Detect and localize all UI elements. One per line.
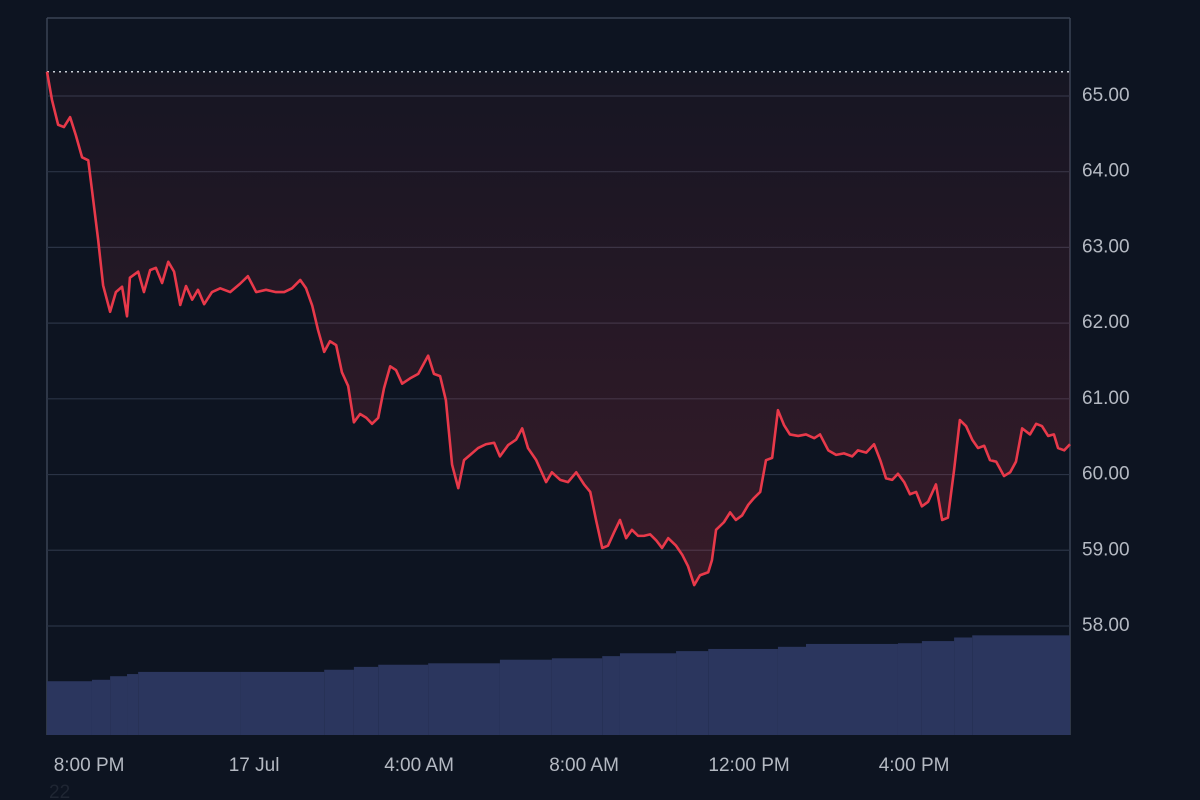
volume-bar: [499, 659, 552, 735]
x-tick-label: 17 Jul: [229, 755, 280, 776]
volume-bar: [240, 671, 325, 735]
x-tick-label: 8:00 PM: [54, 755, 125, 776]
y-tick-label: 59.00: [1082, 539, 1130, 560]
volume-bar: [806, 643, 898, 735]
volume-bar: [138, 671, 241, 735]
y-tick-label: 64.00: [1082, 161, 1130, 182]
y-tick-label: 65.00: [1082, 85, 1130, 106]
volume-bar: [353, 666, 379, 735]
x-tick-label: 4:00 PM: [879, 755, 950, 776]
volume-bar: [708, 648, 778, 735]
y-tick-label: 62.00: [1082, 312, 1130, 333]
volume-bar: [921, 641, 955, 735]
y-tick-label: 60.00: [1082, 464, 1130, 485]
volume-bar: [378, 664, 429, 735]
volume-bar: [972, 635, 1070, 735]
volume-bar: [777, 646, 806, 735]
volume-bar: [127, 674, 139, 735]
y-tick-label: 63.00: [1082, 236, 1130, 257]
x-tick-label: 12:00 PM: [708, 755, 789, 776]
volume-bar: [47, 681, 92, 735]
volume-bar: [91, 679, 111, 735]
volume-bar: [619, 653, 677, 735]
cutoff-text: 22: [49, 782, 70, 800]
volume-bar: [551, 658, 603, 735]
price-line: [45, 71, 1071, 587]
volume-bar: [324, 669, 354, 735]
price-area: [47, 71, 1070, 586]
x-tick-label: 4:00 AM: [384, 755, 454, 776]
y-tick-label: 58.00: [1082, 615, 1130, 636]
x-tick-label: 8:00 AM: [549, 755, 619, 776]
volume-bar: [110, 676, 128, 735]
y-tick-label: 61.00: [1082, 388, 1130, 409]
volume-bar: [602, 656, 620, 735]
volume-bar: [676, 651, 709, 735]
volume-bar: [954, 637, 973, 735]
volume-bar: [428, 663, 500, 735]
volume-bar: [897, 643, 922, 735]
